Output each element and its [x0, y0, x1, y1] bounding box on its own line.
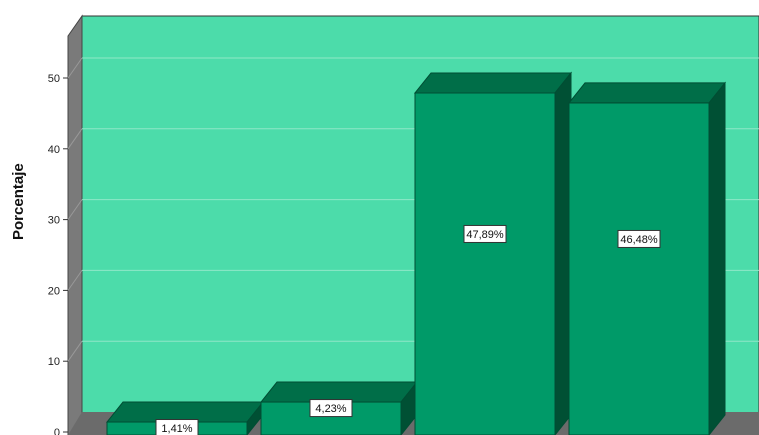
- y-tick-label: 50: [48, 73, 60, 85]
- bar-top: [413, 72, 573, 94]
- y-tick-label: 40: [48, 144, 60, 156]
- bar-side: [708, 81, 726, 435]
- y-tick-label: 0: [54, 427, 60, 435]
- gridline-side: [67, 128, 83, 150]
- data-label: 46,48%: [620, 234, 658, 246]
- bar-top: [567, 82, 727, 104]
- data-label-box: [309, 399, 353, 418]
- data-label-box: [617, 229, 661, 248]
- y-tick-label: 30: [48, 215, 60, 227]
- data-label: 4,23%: [315, 403, 346, 415]
- data-label: 47,89%: [466, 229, 504, 241]
- bar: [414, 92, 556, 435]
- y-tick-label: 20: [48, 285, 60, 297]
- data-label: 1,41%: [161, 423, 192, 435]
- y-tick-label: 10: [48, 356, 60, 368]
- gridline-side: [67, 270, 83, 291]
- left-wall: [67, 14, 83, 435]
- bar: [568, 102, 710, 435]
- data-label-box: [155, 419, 199, 435]
- data-label-box: [463, 224, 507, 243]
- gridline-side: [67, 340, 83, 362]
- y-axis-label: Porcentaje: [10, 163, 27, 240]
- gridline-side: [67, 57, 83, 79]
- gridline-side: [67, 199, 83, 220]
